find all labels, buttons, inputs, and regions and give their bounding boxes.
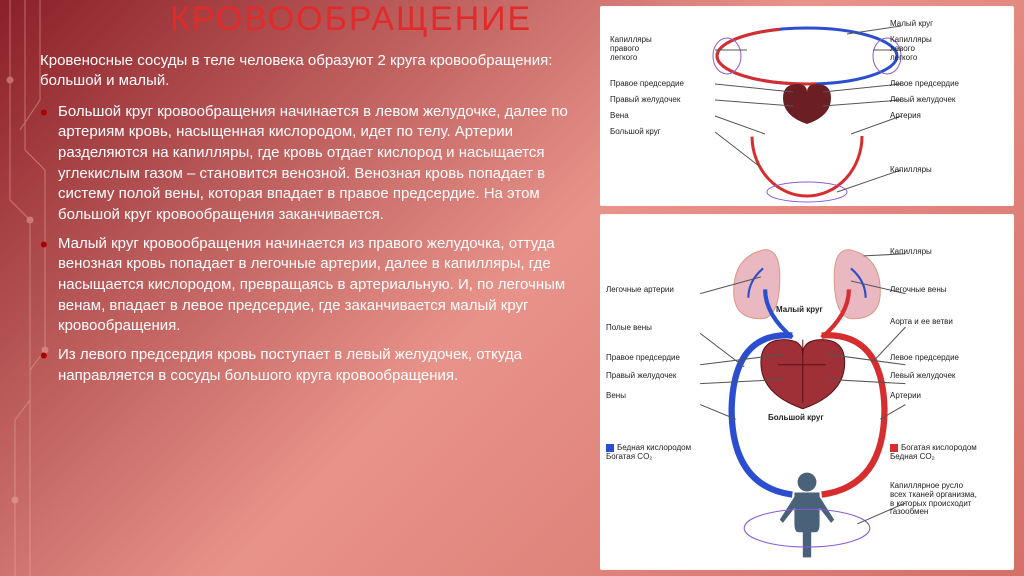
diagram-label: Малый круг [776,306,823,315]
diagram-label: Артерия [890,112,921,121]
diagram-label: Бедная кислородомБогатая CO₂ [606,444,691,462]
diagram-label: Капилляры [890,166,932,175]
diagram-label: Левый желудочек [890,372,955,381]
diagram-label: Аорта и ее ветви [890,318,953,327]
diagram-label: Левый желудочек [890,96,955,105]
slide-root: КРОВООБРАЩЕНИЕ Кровеносные сосуды в теле… [0,0,1024,576]
diagram-label: Малый круг [890,20,933,29]
diagram-label: Большой круг [610,128,661,137]
diagram-label: Левое предсердие [890,354,959,363]
text-column: КРОВООБРАЩЕНИЕ Кровеносные сосуды в теле… [0,0,600,576]
diagram-label: Капилляры [890,248,932,257]
diagram-label: Правый желудочек [606,372,676,381]
diagram-label: Правое предсердие [610,80,684,89]
diagram-label: Легочные вены [890,286,947,295]
diagram-label: Вены [606,392,626,401]
diagram-label: Капиллярылевоголегкого [890,36,932,62]
diagram-label: Капиллярное русловсех тканей организма,в… [890,482,977,517]
diagram-label: Вена [610,112,629,121]
figure-large-diagram: Легочные артерии Полые вены Правое предсер… [600,214,1014,570]
figure-small-diagram: Капиллярыправоголегкого Правое предсердие… [600,6,1014,206]
intro-text: Кровеносные сосуды в теле человека образ… [40,51,590,92]
image-column: Капиллярыправоголегкого Правое предсердие… [600,0,1024,576]
diagram-label: Артерии [890,392,921,401]
diagram-label: Богатая кислородомБедная CO₂ [890,444,977,462]
diagram-label: Полые вены [606,324,652,333]
slide-title: КРОВООБРАЩЕНИЕ [170,0,590,39]
diagram-label: Правый желудочек [610,96,680,105]
bullet-item: Малый круг кровообращения начинается из … [40,234,590,337]
diagram-label: Правое предсердие [606,354,680,363]
bullet-item: Большой круг кровообращения начинается в… [40,102,590,226]
diagram-label: Левое предсердие [890,80,959,89]
diagram-label: Большой круг [768,414,824,423]
bullet-item: Из левого предсердия кровь поступает в л… [40,345,590,386]
diagram-label: Легочные артерии [606,286,674,295]
diagram-label: Капиллярыправоголегкого [610,36,652,62]
bullet-list: Большой круг кровообращения начинается в… [40,102,590,387]
